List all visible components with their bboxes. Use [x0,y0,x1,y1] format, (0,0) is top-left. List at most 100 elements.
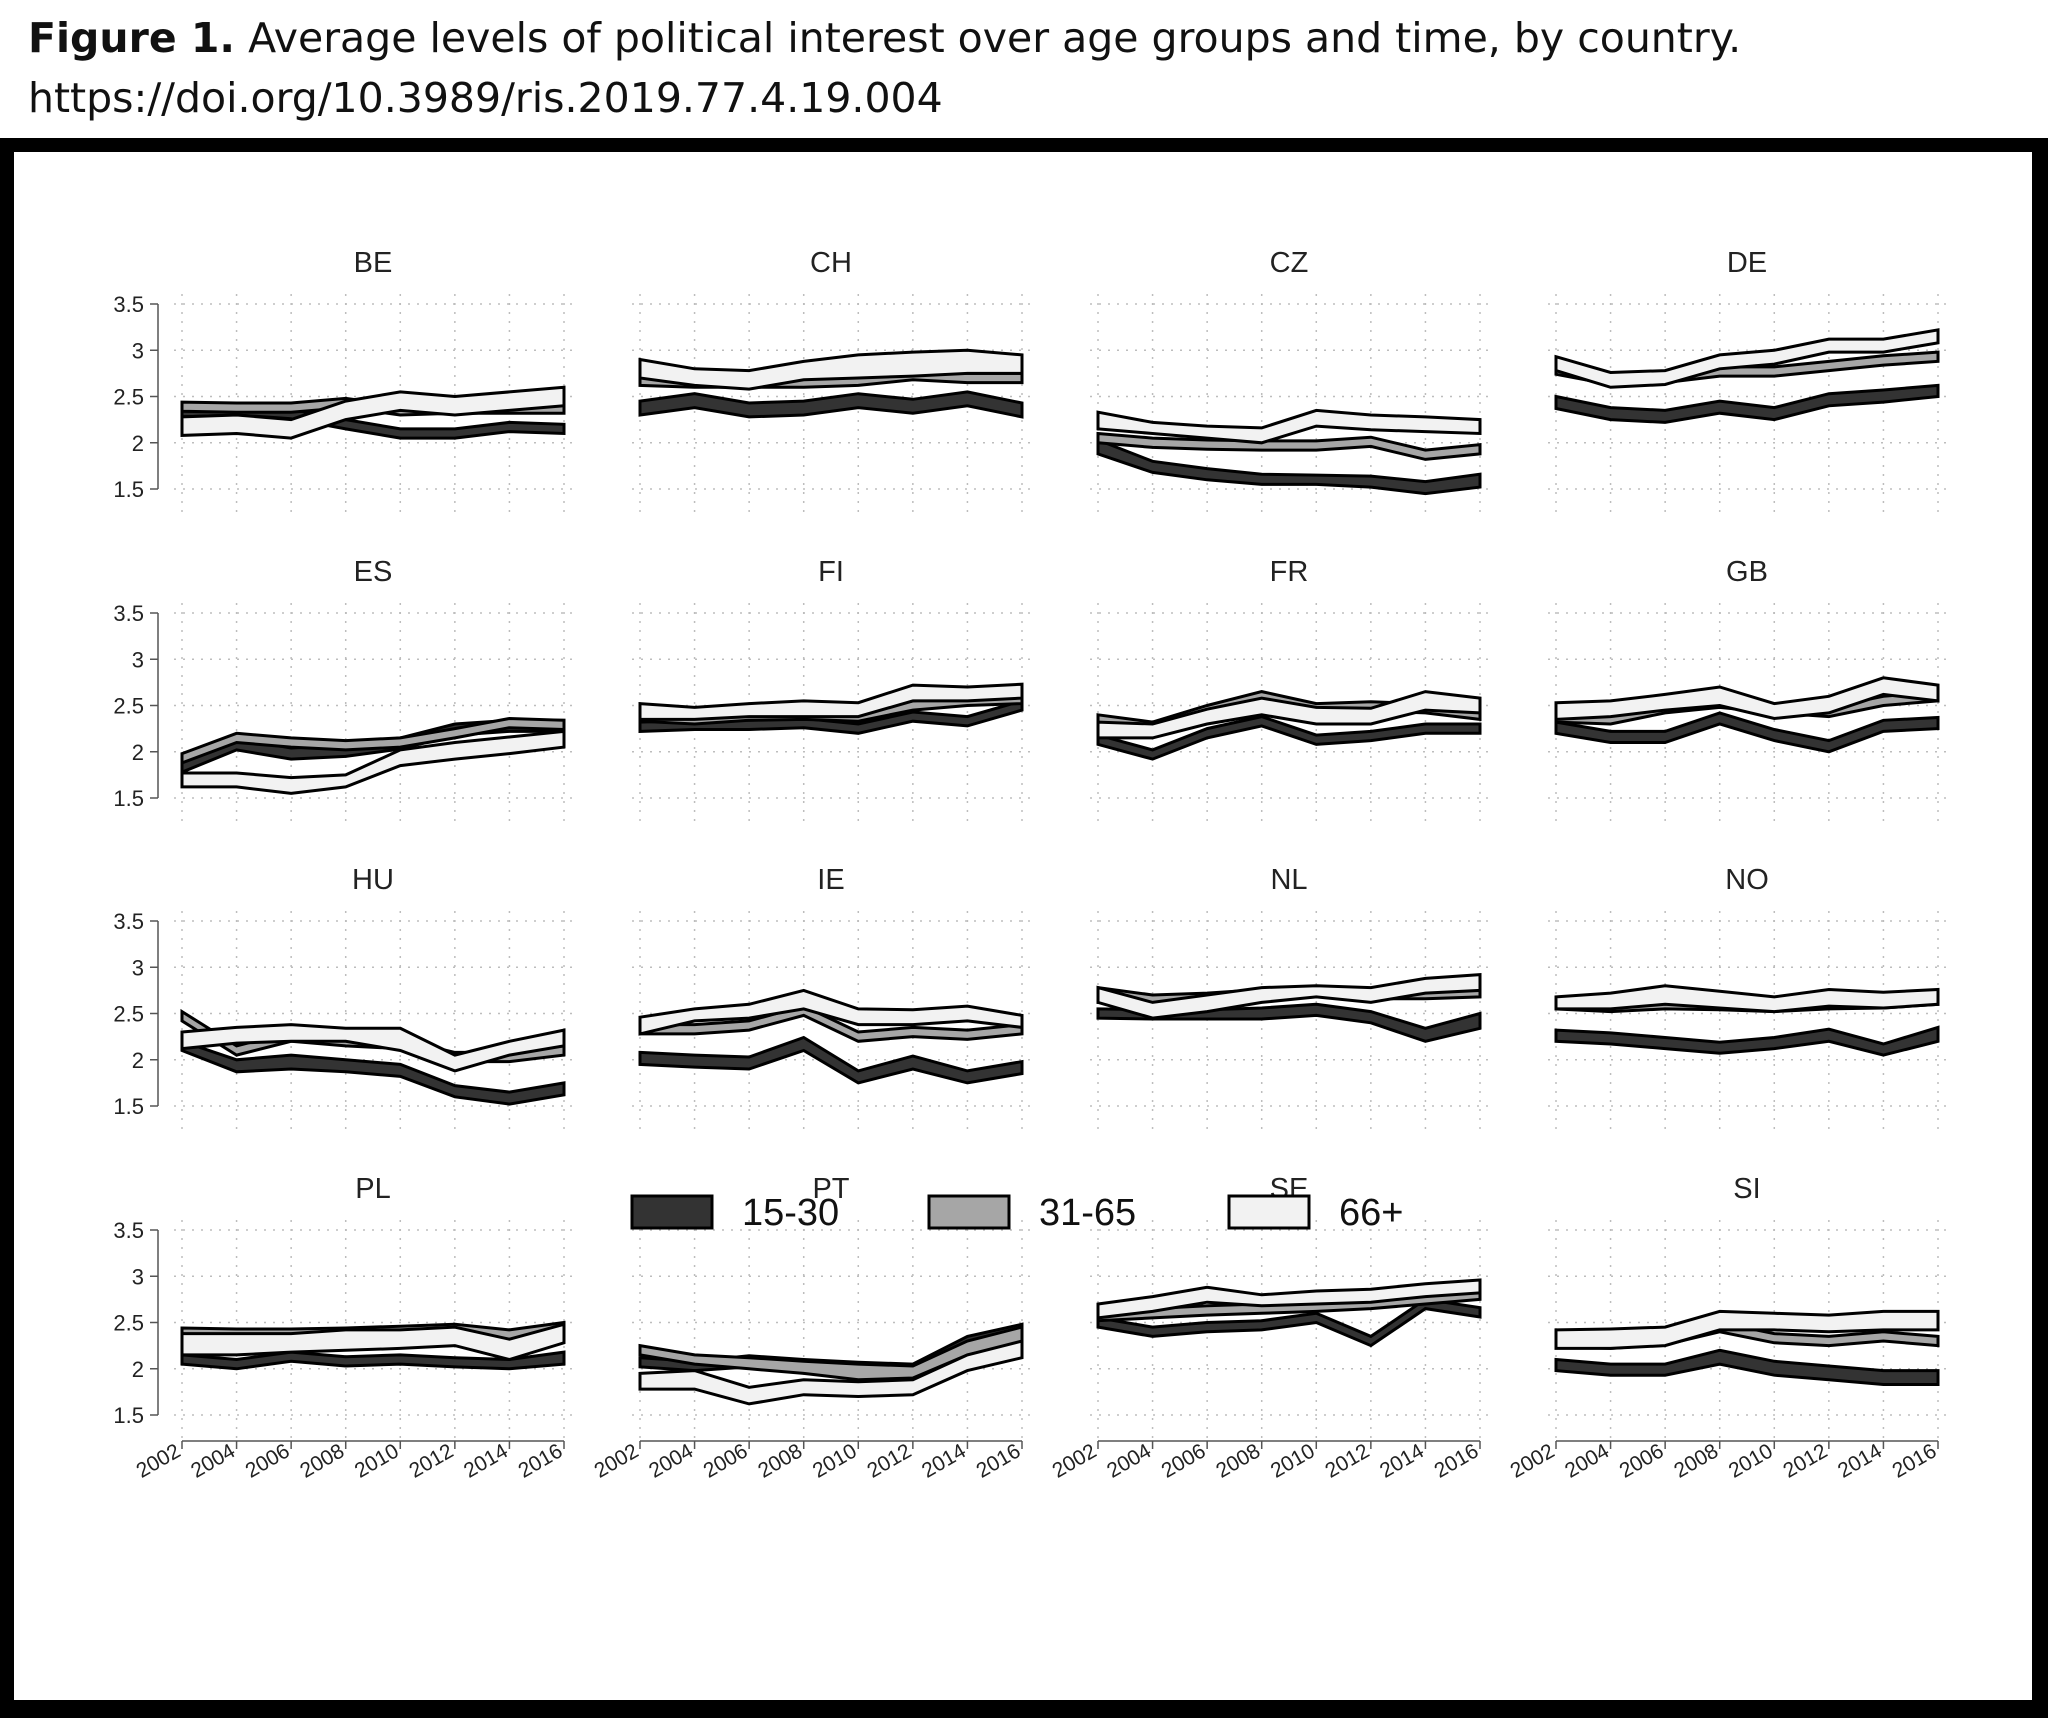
figure-doi: https://doi.org/10.3989/ris.2019.77.4.19… [28,74,943,122]
panel-be: BE 1.5 2 2.5 3 3.5 [113,247,578,519]
x-tick-label: 2002 [591,1439,643,1482]
band-66plus [1096,1278,1482,1320]
figure-caption: Figure 1. Average levels of political in… [28,8,2018,128]
x-tick-label: 2008 [296,1439,348,1482]
x-tick-label: 2006 [1158,1439,1210,1482]
band-15-30 [638,390,1024,419]
panel-title: IE [817,864,844,896]
figure-title: Average levels of political interest ove… [248,14,1742,62]
panel-title: GB [1726,556,1768,588]
band-66plus [1096,408,1482,445]
y-tick-label: 3 [132,647,144,672]
x-tick-label: 2010 [1267,1439,1319,1482]
y-tick-label: 2.5 [113,1311,144,1336]
band-66plus [638,1339,1024,1406]
x-tick-label: 2004 [645,1439,697,1482]
band-66plus [638,348,1024,391]
x-tick-label: 2004 [1561,1439,1613,1482]
band-15-30 [180,1350,566,1371]
band-66plus [1096,690,1482,740]
panel-si: SI 2002 2004 2006 2008 2010 2012 2014 2016 [1507,1173,1952,1483]
x-tick-label: 2014 [1834,1439,1886,1482]
panel-title: PT [812,1173,849,1205]
x-tick-label: 2006 [1616,1439,1668,1482]
band-66plus [1554,1309,1940,1350]
x-tick-label: 2004 [187,1439,239,1482]
y-tick-label: 2 [132,431,144,456]
panel-cz: CZ [1090,247,1494,519]
y-tick-label: 3 [132,338,144,363]
y-tick-label: 1.5 [113,1094,144,1119]
x-tick-label: 2002 [1049,1439,1101,1482]
band-66plus [1096,972,1482,1020]
x-tick-label: 2012 [1779,1439,1831,1482]
panel-nl: NL [1090,864,1494,1136]
band-66plus [1554,676,1940,721]
x-tick-label: 2008 [1212,1439,1264,1482]
chart-area: BE 1.5 2 2.5 3 3.5 CH CZ DE ES 1.5 2 2.5 3 3.5 FI FR GB HU… [14,152,2032,1700]
panel-es: ES 1.5 2 2.5 3 3.5 [113,556,578,828]
panel-title: CZ [1270,247,1309,279]
band-66plus [180,1023,566,1073]
legend-swatch [1227,1194,1311,1230]
legend-swatch [927,1194,1011,1230]
y-tick-label: 2.5 [113,1002,144,1027]
y-tick-label: 3.5 [113,601,144,626]
band-15-30 [638,1035,1024,1085]
band-31-65 [180,716,566,766]
y-tick-label: 2 [132,1048,144,1073]
panel-title: PL [355,1173,390,1205]
panel-de: DE [1548,247,1952,519]
legend-label: 66+ [1339,1192,1403,1234]
y-tick-label: 1.5 [113,1403,144,1428]
y-tick-label: 2.5 [113,385,144,410]
panel-title: FI [818,556,844,588]
y-tick-label: 2.5 [113,694,144,719]
x-tick-label: 2012 [1321,1439,1373,1482]
x-tick-label: 2014 [918,1439,970,1482]
panel-ch: CH [632,247,1036,519]
band-66plus [638,682,1024,721]
panel-title: FR [1270,556,1309,588]
x-tick-label: 2014 [460,1439,512,1482]
x-tick-label: 2012 [405,1439,457,1482]
y-tick-label: 2 [132,740,144,765]
band-15-30 [1554,711,1940,754]
x-tick-label: 2016 [1889,1439,1941,1482]
panel-title: NL [1270,864,1307,896]
y-tick-label: 3 [132,955,144,980]
panel-gb: GB [1548,556,1952,828]
x-tick-label: 2010 [809,1439,861,1482]
panel-fr: FR [1090,556,1494,828]
band-66plus [180,1322,566,1362]
band-15-30 [180,1039,566,1106]
band-66plus [1554,328,1940,389]
panel-no: NO [1548,864,1952,1136]
x-tick-label: 2004 [1103,1439,1155,1482]
figure-label: Figure 1. [28,14,236,62]
panel-title: SI [1733,1173,1760,1205]
panel-hu: HU 1.5 2 2.5 3 3.5 [113,864,578,1136]
x-tick-label: 2016 [1431,1439,1483,1482]
panel-title: BE [354,247,393,279]
x-tick-label: 2012 [863,1439,915,1482]
band-15-30 [1554,1025,1940,1057]
x-tick-label: 2008 [1670,1439,1722,1482]
band-15-30 [1554,383,1940,424]
panel-title: HU [352,864,394,896]
y-tick-label: 3 [132,1264,144,1289]
x-tick-label: 2010 [1725,1439,1777,1482]
band-31-65 [1096,431,1482,461]
band-15-30 [1096,715,1482,761]
small-multiples-chart: BE 1.5 2 2.5 3 3.5 CH CZ DE ES 1.5 2 2.5 3 3.5 FI FR GB HU… [113,247,1952,1483]
x-tick-label: 2002 [133,1439,185,1482]
legend-label: 15-30 [742,1192,839,1234]
band-15-30 [1096,1297,1482,1348]
band-66plus [638,988,1024,1036]
panel-title: ES [354,556,393,588]
y-tick-label: 1.5 [113,477,144,502]
legend: 15-30 31-65 66+ [630,1192,1403,1234]
panel-title: CH [810,247,852,279]
band-66plus [180,385,566,440]
